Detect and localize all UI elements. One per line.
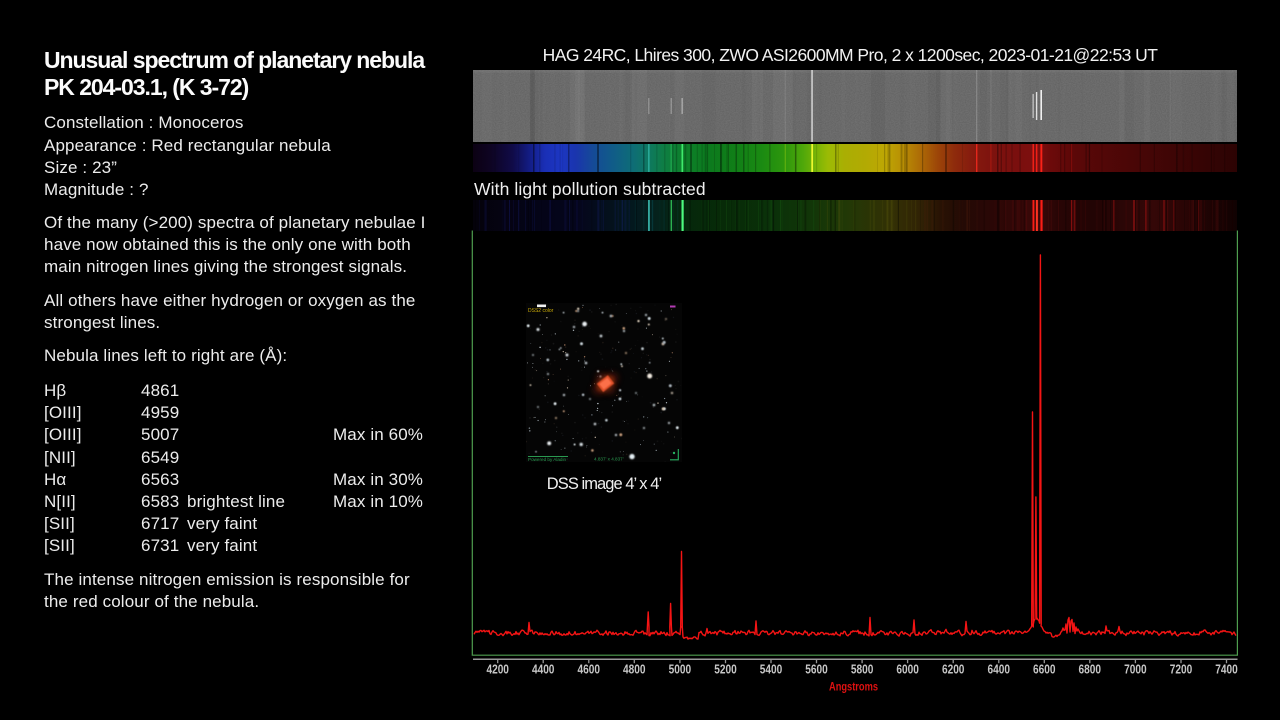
svg-text:5200: 5200: [714, 663, 737, 677]
svg-text:5400: 5400: [760, 663, 783, 677]
svg-text:6000: 6000: [896, 663, 919, 677]
svg-text:4200: 4200: [486, 663, 509, 677]
svg-text:7200: 7200: [1170, 663, 1193, 677]
svg-text:5000: 5000: [669, 663, 692, 677]
svg-text:4800: 4800: [623, 663, 646, 677]
svg-text:4400: 4400: [532, 663, 555, 677]
svg-text:6200: 6200: [942, 663, 965, 677]
svg-text:5600: 5600: [805, 663, 828, 677]
svg-text:Angstroms: Angstroms: [829, 682, 878, 694]
svg-text:DSS2 color: DSS2 color: [528, 308, 554, 314]
svg-text:7400: 7400: [1215, 663, 1238, 677]
svg-text:6800: 6800: [1079, 663, 1102, 677]
svg-text:7000: 7000: [1124, 663, 1147, 677]
svg-text:6600: 6600: [1033, 663, 1056, 677]
svg-text:4.837’ x 4.837’: 4.837’ x 4.837’: [594, 457, 624, 462]
svg-text:Powered by Aladin: Powered by Aladin: [528, 457, 566, 462]
svg-text:6400: 6400: [988, 663, 1011, 677]
svg-text:5800: 5800: [851, 663, 874, 677]
svg-text:4600: 4600: [578, 663, 601, 677]
